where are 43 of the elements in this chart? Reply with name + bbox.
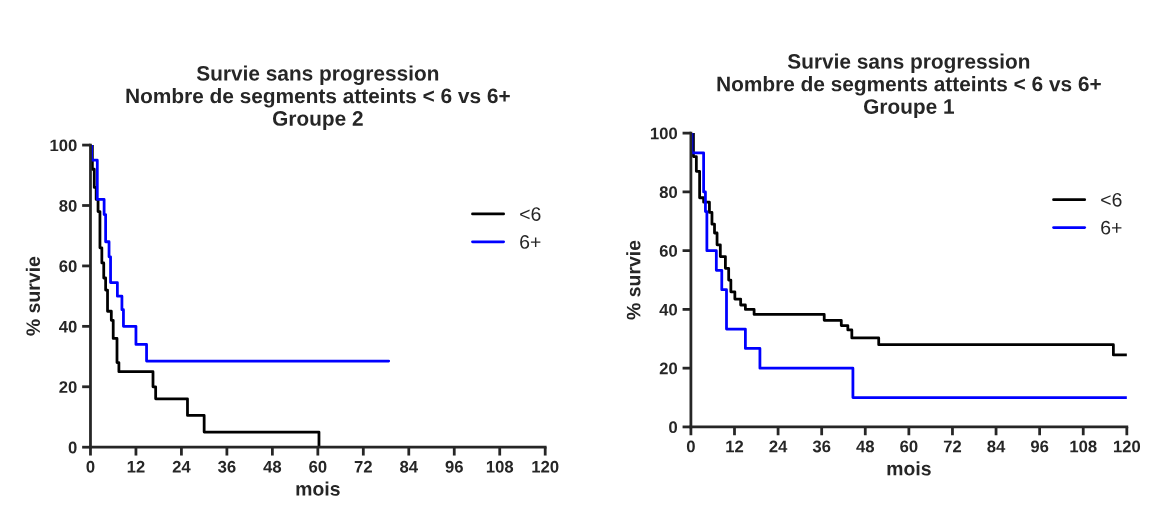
y-tick-label: 100: [50, 139, 77, 152]
y-axis-title: % survie: [626, 240, 641, 320]
y-tick-label: 60: [659, 245, 678, 257]
x-tick-label: 24: [769, 440, 788, 453]
x-tick-label: 60: [900, 440, 918, 453]
legend-label: 6+: [1101, 220, 1122, 235]
chart-title: Survie sans progression Nombre de segments atteints < 6 vs 6+ Groupe 1: [717, 53, 1101, 118]
x-tick-label: 84: [987, 440, 1006, 453]
x-tick-label: 84: [400, 460, 418, 473]
x-tick-label: 72: [943, 440, 962, 453]
x-tick-label: 12: [726, 440, 744, 453]
x-tick-label: 48: [263, 460, 282, 473]
y-axis-title: % survie: [25, 256, 41, 336]
y-tick-label: 40: [59, 320, 77, 333]
y-tick-label: 40: [659, 303, 678, 316]
legend-label: 6+: [520, 235, 541, 249]
x-tick-label: 36: [812, 440, 831, 453]
x-axis-title: mois: [887, 461, 931, 476]
legend-label: <6: [520, 207, 541, 221]
x-tick-label: 108: [486, 460, 514, 473]
y-tick-label: 80: [659, 186, 678, 199]
y-tick-label: 20: [59, 381, 77, 393]
x-tick-label: 120: [1113, 440, 1141, 453]
x-tick-label: 120: [532, 460, 559, 473]
x-tick-label: 96: [445, 460, 463, 473]
x-tick-label: 72: [354, 460, 372, 473]
x-tick-label: 24: [172, 460, 191, 473]
x-tick-label: 36: [218, 460, 236, 473]
x-tick-label: 48: [856, 440, 875, 453]
x-axis-title: mois: [296, 481, 340, 496]
y-tick-label: 80: [59, 199, 77, 212]
x-tick-label: 60: [309, 460, 327, 473]
y-tick-label: 100: [650, 127, 678, 140]
x-tick-label: 0: [686, 440, 695, 453]
x-tick-label: 12: [127, 460, 145, 473]
y-tick-label: 60: [59, 260, 77, 273]
x-tick-label: 0: [86, 460, 95, 473]
x-tick-label: 108: [1070, 440, 1097, 453]
y-tick-label: 20: [659, 362, 678, 375]
y-tick-label: 0: [669, 421, 678, 434]
x-tick-label: 96: [1030, 440, 1049, 453]
chart-title: Survie sans progression Nombre de segments atteints < 6 vs 6+ Groupe 2: [126, 65, 510, 130]
legend-label: <6: [1101, 192, 1122, 207]
